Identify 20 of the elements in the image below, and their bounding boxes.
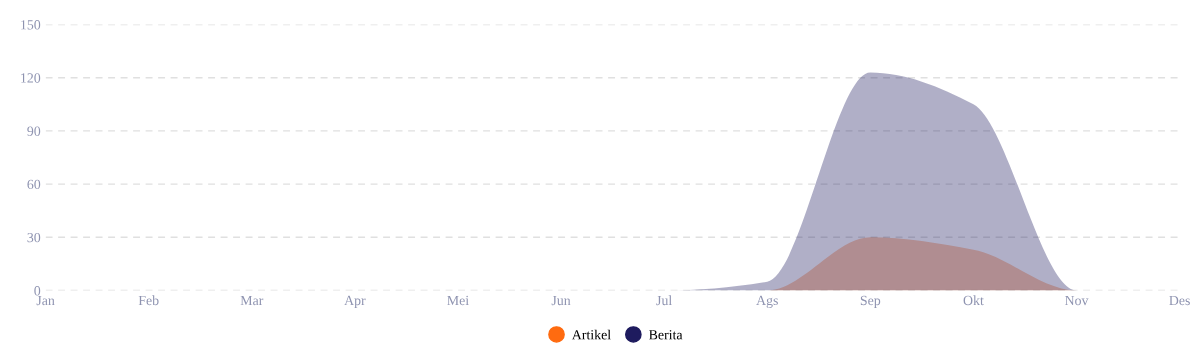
- y-tick-label: 30: [27, 232, 41, 243]
- x-tick-label: Okt: [963, 295, 984, 306]
- y-tick-label: 120: [21, 73, 41, 83]
- x-tick-label: Mar: [240, 295, 264, 306]
- x-tick-label: Des: [1169, 295, 1190, 306]
- x-tick-label: Sep: [860, 295, 881, 308]
- x-tick-label: Ags: [756, 295, 778, 308]
- y-tick-label: 150: [21, 20, 41, 30]
- y-tick-label: 0: [34, 286, 41, 296]
- y-tick-label: 60: [27, 179, 41, 190]
- x-tick-label: Nov: [1064, 295, 1089, 306]
- legend-label: Artikel: [571, 329, 611, 340]
- legend-label: Berita: [649, 330, 683, 340]
- x-tick-label: Feb: [138, 295, 159, 306]
- x-tick-label: Mei: [447, 295, 469, 306]
- y-tick-label: 90: [27, 126, 41, 136]
- x-tick-label: Jul: [656, 295, 672, 306]
- x-tick-label: Jan: [36, 295, 55, 306]
- x-tick-label: Apr: [344, 295, 366, 308]
- x-tick-label: Jun: [551, 295, 571, 306]
